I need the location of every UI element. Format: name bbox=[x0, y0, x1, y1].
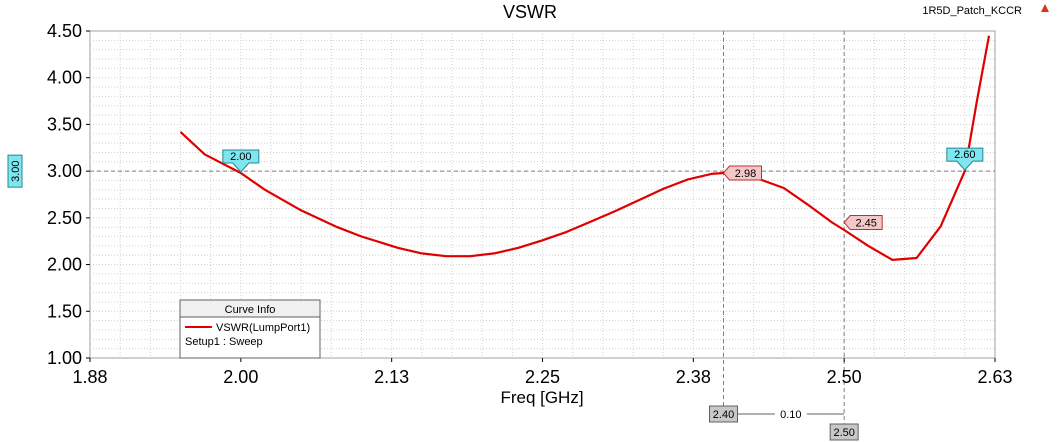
project-name: 1R5D_Patch_KCCR bbox=[922, 5, 1022, 17]
marker: 2.45 bbox=[843, 215, 883, 231]
vertical-ref-label: 2.40 bbox=[713, 409, 734, 421]
legend-title: Curve Info bbox=[225, 304, 276, 316]
ansys-logo-icon bbox=[1041, 4, 1049, 12]
x-tick-label: 2.00 bbox=[223, 367, 258, 387]
marker: 2.98 bbox=[722, 165, 762, 181]
axes: 1.00 1.50 2.00 2.50 3.00 3.50 4.00 4.50 1.88 2.00… bbox=[47, 21, 1013, 387]
x-tick-label: 2.38 bbox=[676, 367, 711, 387]
x-tick-label: 2.13 bbox=[374, 367, 409, 387]
markers: 2.00 2.98 2.45 2.60 bbox=[222, 147, 984, 231]
grid bbox=[90, 31, 995, 358]
marker-callout bbox=[843, 215, 883, 231]
y-tick-label: 2.50 bbox=[47, 208, 82, 228]
x-tick-label: 2.63 bbox=[977, 367, 1012, 387]
vertical-ref-tag bbox=[829, 423, 859, 441]
x-axis-label: Freq [GHz] bbox=[500, 388, 583, 407]
legend-series-name: VSWR(LumpPort1) bbox=[216, 322, 310, 334]
vertical-ref-label: 2.50 bbox=[833, 427, 854, 439]
marker: 2.60 bbox=[946, 147, 984, 171]
series-layer bbox=[179, 35, 991, 261]
x-tick-label: 2.50 bbox=[827, 367, 862, 387]
horizontal-ref-tag bbox=[7, 154, 23, 188]
marker-callout bbox=[946, 147, 984, 171]
marker-label: 2.98 bbox=[735, 168, 756, 180]
y-tick-label: 3.00 bbox=[47, 161, 82, 181]
series-line bbox=[179, 35, 991, 261]
legend-box[interactable]: Curve Info VSWR(LumpPort1) Setup1 : Swee… bbox=[179, 299, 321, 359]
y-tick-label: 1.50 bbox=[47, 301, 82, 321]
horizontal-ref-label: 3.00 bbox=[10, 160, 22, 181]
chart-title: VSWR bbox=[503, 2, 557, 22]
marker-label: 2.60 bbox=[954, 149, 975, 161]
marker-label: 2.00 bbox=[230, 151, 251, 163]
y-tick-label: 4.00 bbox=[47, 68, 82, 88]
marker-label: 2.45 bbox=[855, 218, 876, 230]
y-tick-label: 4.50 bbox=[47, 21, 82, 41]
legend-setup: Setup1 : Sweep bbox=[185, 336, 263, 348]
delta-label-bg bbox=[774, 407, 807, 421]
y-tick-label: 3.50 bbox=[47, 114, 82, 134]
delta-label: 0.10 bbox=[780, 409, 801, 421]
y-tick-label: 1.00 bbox=[47, 348, 82, 368]
marker-callout bbox=[722, 165, 762, 181]
x-tick-label: 1.88 bbox=[72, 367, 107, 387]
marker-callout bbox=[222, 149, 260, 173]
marker: 2.00 bbox=[222, 149, 260, 173]
x-tick-label: 2.25 bbox=[525, 367, 560, 387]
y-tick-label: 2.00 bbox=[47, 255, 82, 275]
